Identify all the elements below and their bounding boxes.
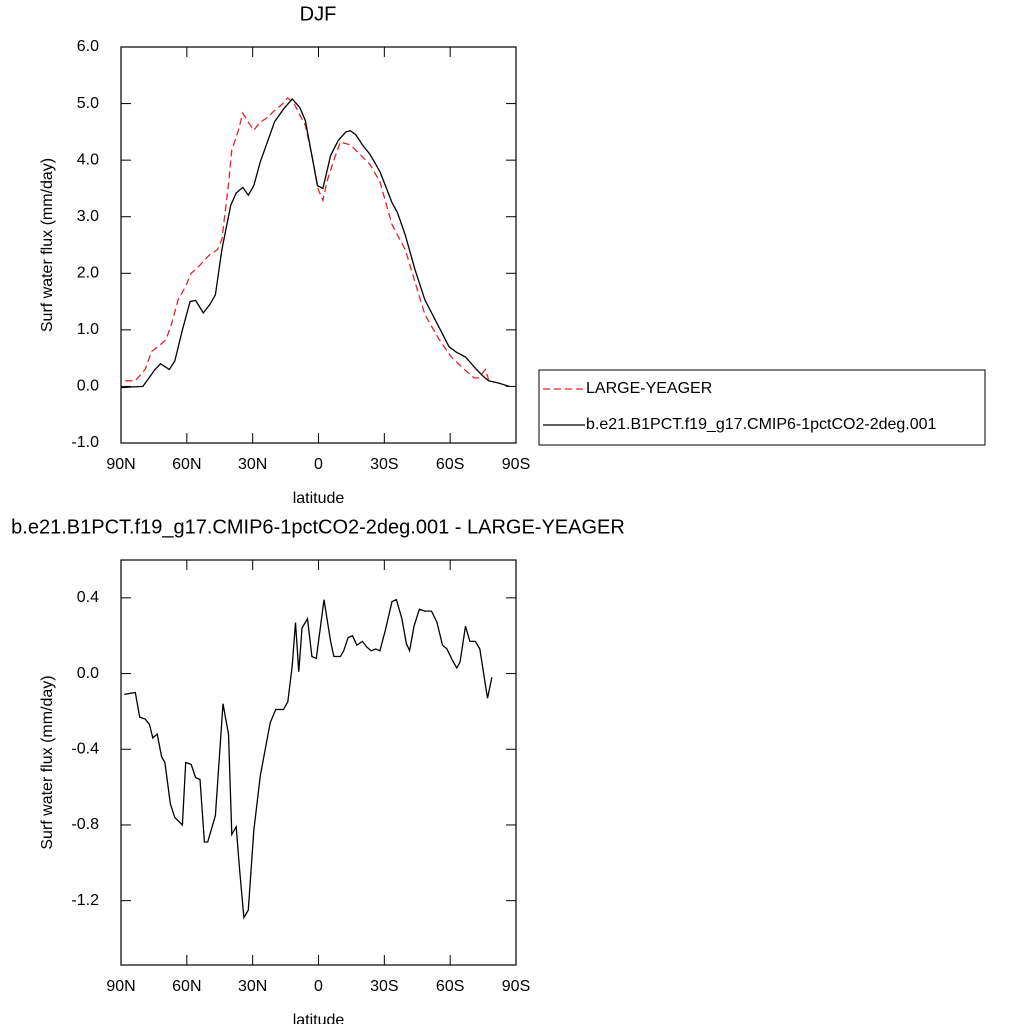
y-tick-label: 0.0 (77, 378, 99, 395)
y-tick-label: -0.8 (71, 816, 99, 833)
y-tick-label: 5.0 (77, 95, 99, 112)
x-tick-label: 60N (172, 456, 201, 473)
x-tick-label: 60S (436, 978, 464, 995)
x-axis-label: latitude (293, 1012, 345, 1024)
y-tick-label: 4.0 (77, 151, 99, 168)
y-tick-label: 6.0 (77, 38, 99, 55)
chart-title: DJF (300, 3, 337, 25)
y-tick-label: 0.4 (77, 589, 99, 606)
x-axis-label: latitude (293, 490, 345, 507)
y-axis-label: Surf water flux (mm/day) (39, 158, 56, 332)
legend-label: LARGE-YEAGER (586, 380, 712, 397)
y-tick-label: 1.0 (77, 321, 99, 338)
x-tick-label: 90N (106, 978, 135, 995)
legend-box (538, 369, 986, 446)
y-tick-label: -0.4 (71, 740, 99, 757)
x-tick-label: 30S (370, 978, 398, 995)
data-line (120, 98, 510, 389)
x-tick-label: 0 (314, 978, 323, 995)
y-tick-label: -1.2 (71, 892, 99, 909)
y-tick-label: 0.0 (77, 665, 99, 682)
y-tick-label: 2.0 (77, 265, 99, 282)
x-tick-label: 60N (172, 978, 201, 995)
x-tick-label: 90S (502, 456, 530, 473)
x-tick-label: 90S (502, 978, 530, 995)
x-tick-label: 0 (314, 456, 323, 473)
plot-frame (120, 559, 517, 966)
chart-title: b.e21.B1PCT.f19_g17.CMIP6-1pctCO2-2deg.0… (11, 516, 625, 538)
y-axis-label: Surf water flux (mm/day) (39, 675, 56, 849)
y-tick-label: 3.0 (77, 208, 99, 225)
x-tick-label: 30S (370, 456, 398, 473)
y-tick-label: -1.0 (71, 434, 99, 451)
legend-label: b.e21.B1PCT.f19_g17.CMIP6-1pctCO2-2deg.0… (586, 416, 937, 433)
x-tick-label: 60S (436, 456, 464, 473)
x-tick-label: 30N (238, 456, 267, 473)
x-tick-label: 30N (238, 978, 267, 995)
plot-frame (120, 46, 517, 444)
data-line (125, 96, 490, 382)
data-line (124, 598, 493, 920)
x-tick-label: 90N (106, 456, 135, 473)
